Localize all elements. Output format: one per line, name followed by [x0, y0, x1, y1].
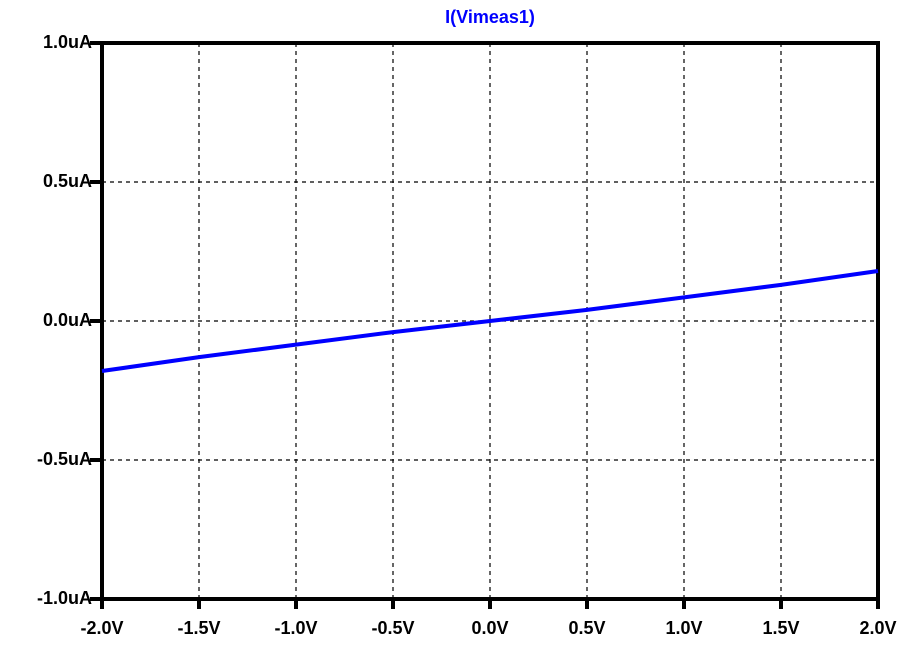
x-tick-label: -0.5V [371, 618, 414, 638]
y-tick-label: -0.5uA [37, 449, 92, 469]
x-tick-label: 1.0V [665, 618, 702, 638]
x-tick-label: -1.0V [274, 618, 317, 638]
y-tick-label: 0.5uA [43, 171, 92, 191]
y-tick-label: 1.0uA [43, 32, 92, 52]
x-tick-label: -2.0V [80, 618, 123, 638]
x-tick-label: -1.5V [177, 618, 220, 638]
chart-title: I(Vimeas1) [445, 7, 535, 27]
plot-frame [100, 41, 880, 601]
x-tick-label: 2.0V [859, 618, 896, 638]
x-tick-label: 0.5V [568, 618, 605, 638]
x-tick-label: 0.0V [471, 618, 508, 638]
x-tick-label: 1.5V [762, 618, 799, 638]
y-tick-label: 0.0uA [43, 310, 92, 330]
data-line [101, 268, 879, 374]
y-tick-label: -1.0uA [37, 588, 92, 608]
